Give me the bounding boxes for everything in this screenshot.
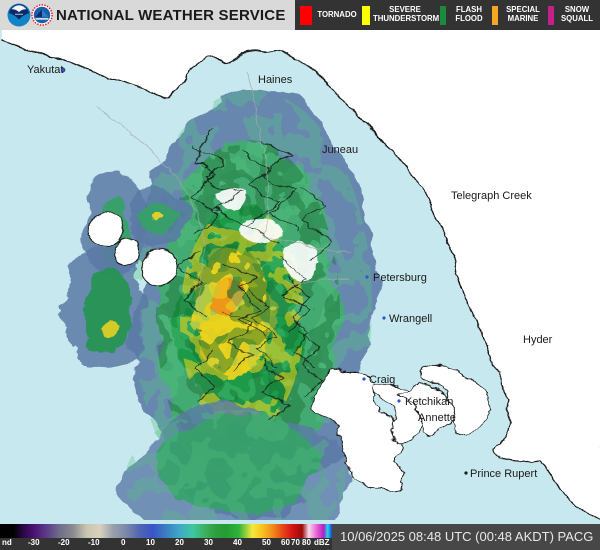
svg-text:Juneau: Juneau (322, 144, 358, 156)
svg-text:Petersburg: Petersburg (373, 272, 427, 284)
svg-text:Hyder: Hyder (523, 334, 553, 346)
svg-text:Yakutat: Yakutat (27, 64, 64, 76)
svg-text:Ketchikan: Ketchikan (405, 396, 453, 408)
svg-text:Annette: Annette (418, 412, 456, 424)
svg-text:Craig: Craig (369, 374, 395, 386)
svg-text:Prince Rupert: Prince Rupert (470, 468, 537, 480)
svg-text:Telegraph Creek: Telegraph Creek (451, 190, 532, 202)
svg-text:Wrangell: Wrangell (389, 313, 432, 325)
svg-text:Haines: Haines (258, 74, 293, 86)
